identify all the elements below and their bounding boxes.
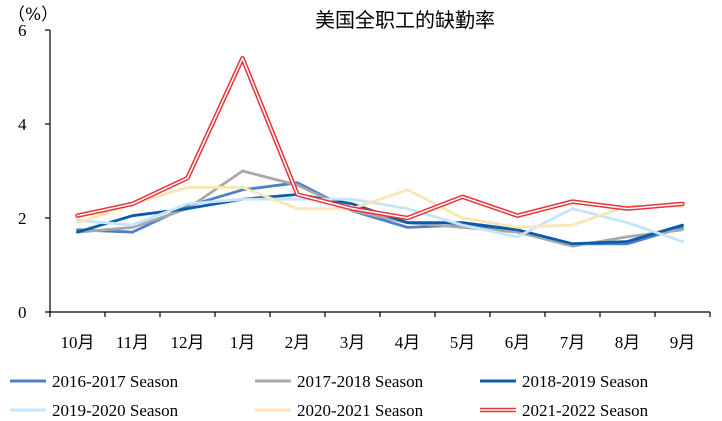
x-tick-label: 1月 — [230, 333, 256, 352]
x-tick-label: 8月 — [615, 333, 641, 352]
legend: 2016-2017 Season 2017-2018 Season 2018-201… — [10, 372, 649, 420]
x-tick-label: 11月 — [116, 333, 149, 352]
y-axis-ticks: 0 2 4 6 — [18, 21, 50, 322]
x-axis-ticks: 10月 11月 12月 1月 2月 3月 4月 5月 6月 7月 8月 9月 — [49, 312, 711, 352]
legend-label-3: 2019-2020 Season — [52, 401, 179, 420]
y-tick-label: 4 — [18, 115, 27, 134]
x-tick-label: 7月 — [560, 333, 586, 352]
x-tick-label: 5月 — [450, 333, 476, 352]
x-tick-label: 6月 — [505, 333, 531, 352]
x-tick-label: 10月 — [61, 333, 95, 352]
legend-label-4: 2020-2021 Season — [297, 401, 424, 420]
y-tick-label: 6 — [18, 21, 27, 40]
legend-label-2: 2018-2019 Season — [522, 372, 649, 391]
series-line-5-inner — [76, 57, 684, 219]
y-axis-unit: （%） — [8, 5, 58, 25]
series-line-1 — [76, 169, 684, 248]
plot-area — [75, 55, 685, 248]
legend-label-0: 2016-2017 Season — [52, 372, 179, 391]
series-line-4 — [76, 185, 684, 229]
x-tick-label: 2月 — [285, 333, 311, 352]
x-tick-label: 9月 — [670, 333, 696, 352]
x-tick-label: 12月 — [171, 333, 205, 352]
x-tick-label: 4月 — [395, 333, 421, 352]
y-tick-label: 0 — [18, 303, 27, 322]
legend-label-1: 2017-2018 Season — [297, 372, 424, 391]
y-tick-label: 2 — [18, 209, 27, 228]
chart-title: 美国全职工的缺勤率 — [315, 8, 495, 32]
legend-label-5: 2021-2022 Season — [522, 401, 649, 420]
series-line-3 — [76, 197, 684, 243]
x-tick-label: 3月 — [340, 333, 366, 352]
